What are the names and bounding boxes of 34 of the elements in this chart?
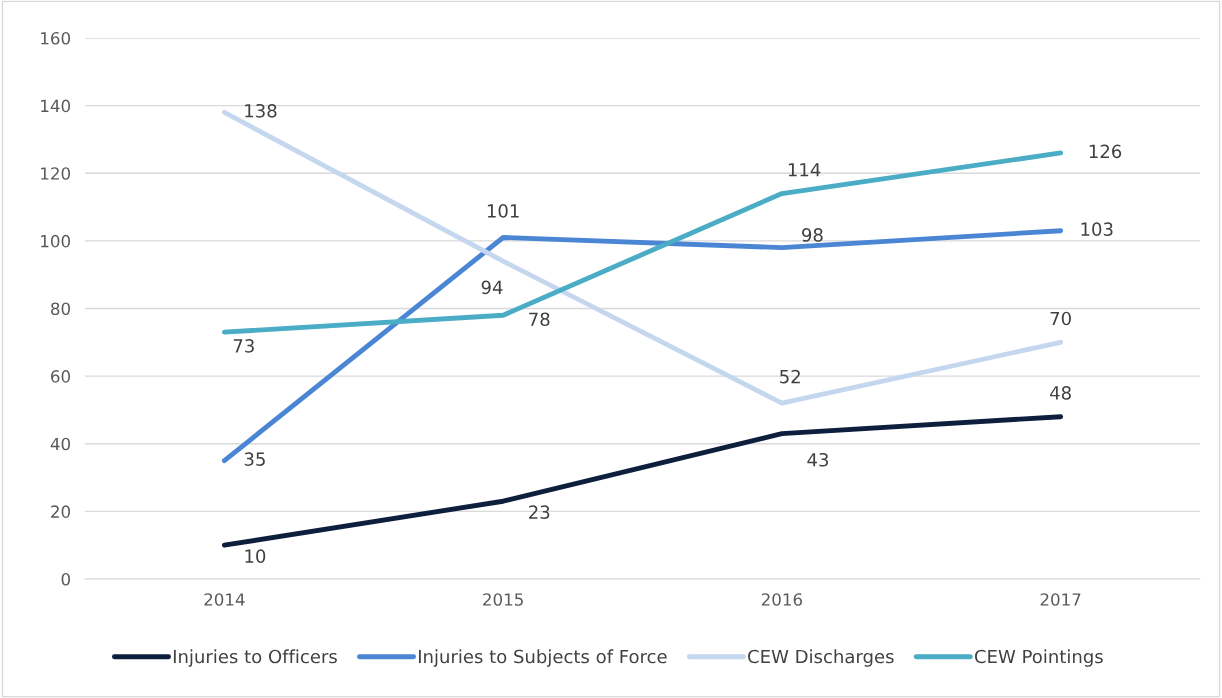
x-tick-label: 2017 <box>1040 593 1081 606</box>
data-label: 48 <box>1050 386 1071 400</box>
data-label: 10 <box>245 549 266 563</box>
x-tick-label: 2015 <box>483 593 523 606</box>
data-label: 98 <box>802 228 823 242</box>
legend-label: Injuries to Subjects of Force <box>418 649 667 667</box>
data-label: 52 <box>780 369 800 384</box>
data-label: 103 <box>1081 222 1113 236</box>
data-label: 35 <box>244 452 265 466</box>
y-tick-label: 100 <box>41 234 70 248</box>
data-label: 114 <box>788 163 821 177</box>
y-tick-label: 60 <box>51 370 70 383</box>
data-label: 94 <box>481 280 503 295</box>
line-series <box>221 414 1064 548</box>
data-label: 70 <box>1050 311 1071 326</box>
legend-label: Injuries to Officers <box>173 649 337 667</box>
data-label: 23 <box>529 505 550 519</box>
x-tick-label: 2014 <box>204 593 245 606</box>
y-tick-label: 140 <box>41 99 70 113</box>
legend-label: CEW Discharges <box>748 649 894 667</box>
x-tick-label: 2016 <box>761 593 803 606</box>
legend-label: CEW Pointings <box>974 649 1103 667</box>
data-label: 73 <box>233 339 254 353</box>
data-label: 43 <box>807 452 829 467</box>
data-label: 126 <box>1089 144 1122 159</box>
y-tick-label: 0 <box>61 572 70 586</box>
data-label: 78 <box>529 312 550 327</box>
y-tick-label: 80 <box>51 302 70 316</box>
y-tick-label: 160 <box>41 31 70 45</box>
data-label: 138 <box>245 103 277 118</box>
y-tick-label: 20 <box>51 505 70 518</box>
data-label: 101 <box>487 204 519 218</box>
y-tick-label: 40 <box>50 437 70 451</box>
y-tick-label: 120 <box>41 167 70 180</box>
